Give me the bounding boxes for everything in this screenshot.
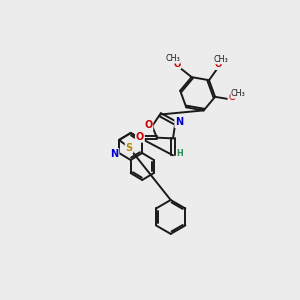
Text: O: O: [173, 59, 181, 68]
Text: CH₃: CH₃: [231, 89, 246, 98]
Text: CH₃: CH₃: [214, 55, 229, 64]
Text: O: O: [136, 132, 144, 142]
Text: O: O: [228, 93, 236, 102]
Text: N: N: [110, 149, 118, 159]
Text: CH₃: CH₃: [166, 54, 181, 63]
Text: O: O: [144, 120, 152, 130]
Text: N: N: [175, 117, 183, 127]
Text: H: H: [177, 148, 183, 158]
Text: O: O: [214, 60, 222, 69]
Text: S: S: [125, 143, 133, 153]
